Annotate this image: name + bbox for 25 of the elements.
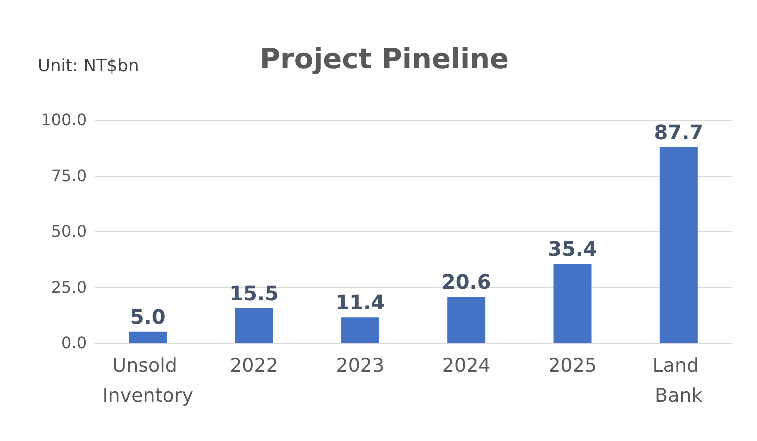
bar [554, 264, 592, 343]
y-tick-label: 0.0 [62, 334, 87, 352]
data-label: 35.4 [548, 237, 598, 262]
data-label: 87.7 [654, 120, 704, 144]
text: Unit: NT$bn [38, 56, 140, 76]
x-tick-label: 2025 [548, 355, 597, 377]
x-tick-label: 2023 [336, 355, 385, 377]
chart-title: Project Pineline [260, 42, 510, 76]
bar [341, 318, 380, 343]
x-tick-label: 2024 [442, 355, 491, 377]
bar [660, 147, 698, 343]
y-tick-label: 100.0 [41, 110, 87, 130]
y-tick-label: 25.0 [51, 278, 87, 297]
y-tick-label: 75.0 [51, 166, 87, 186]
bar [129, 332, 168, 343]
data-label: 15.5 [230, 281, 279, 306]
bar [235, 308, 274, 343]
x-tick-label: Land Bank [652, 355, 706, 407]
data-label: 20.6 [442, 270, 492, 294]
x-tick-label: 2022 [230, 355, 278, 377]
x-tick-label: Unsold Inventory [102, 355, 194, 407]
data-label: 11.4 [336, 290, 386, 315]
y-tick-label: 50.0 [51, 222, 87, 241]
data-label: 5.0 [130, 304, 166, 329]
bar [448, 297, 486, 343]
